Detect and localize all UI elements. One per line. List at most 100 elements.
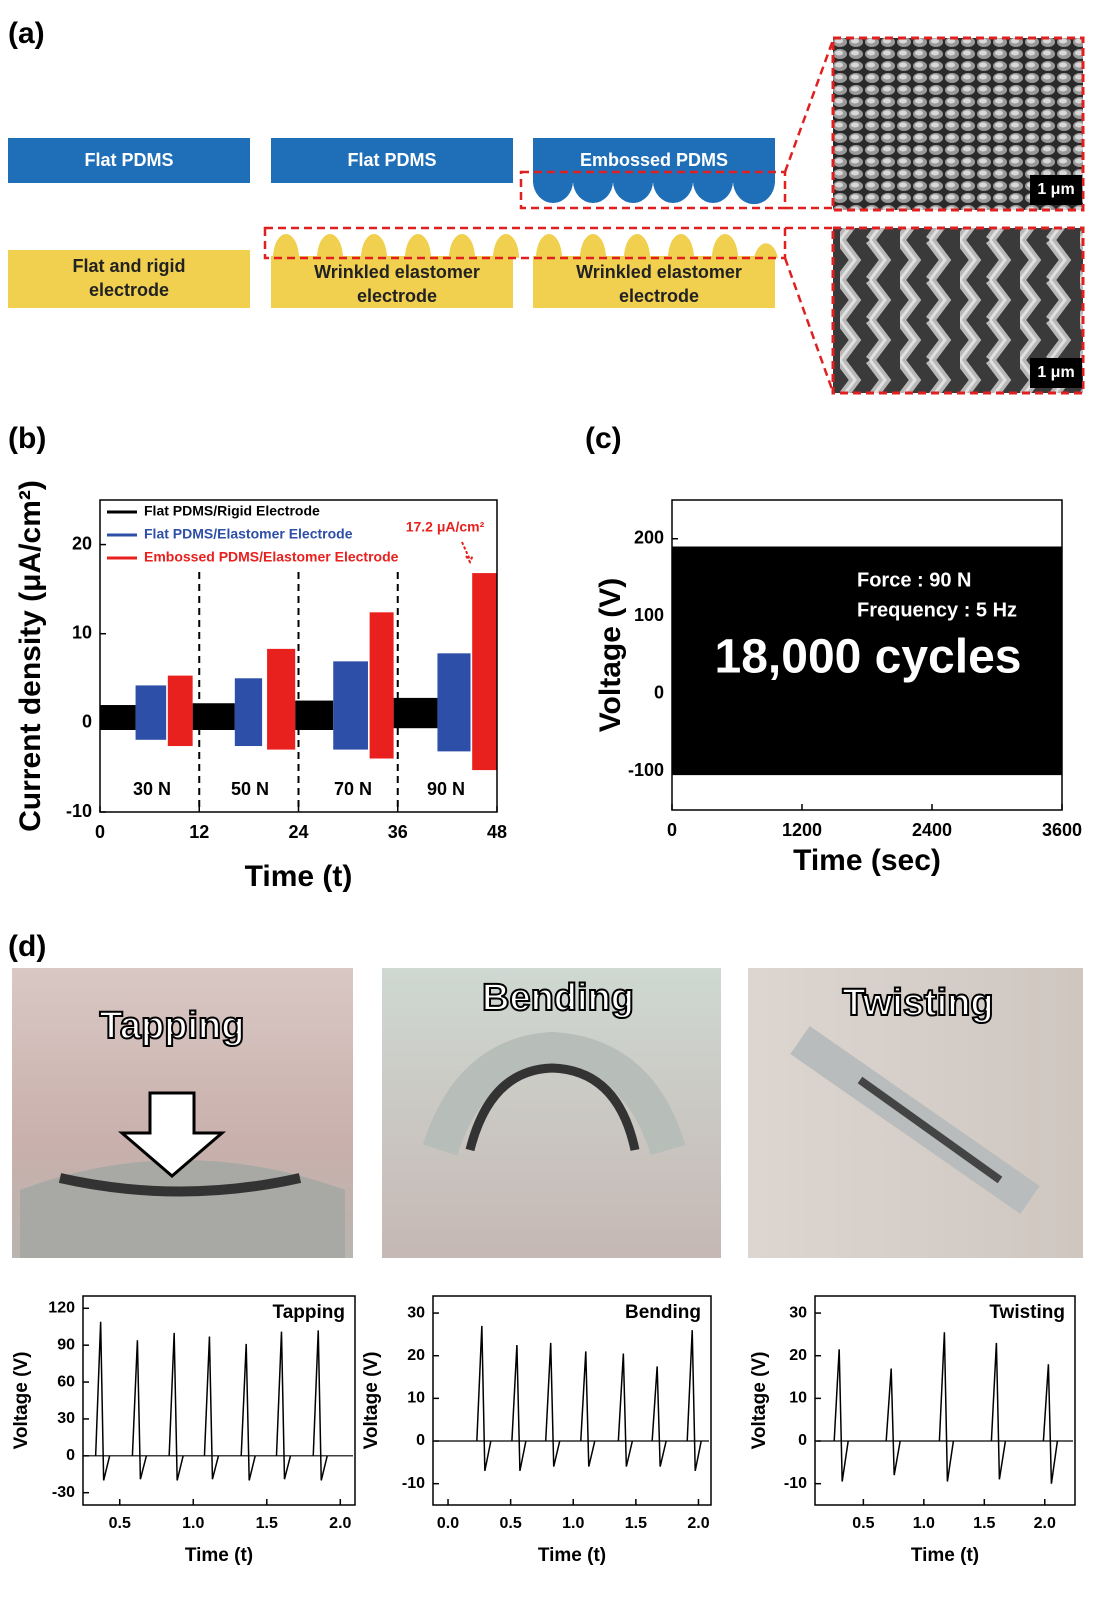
- x-tick-label: 36: [388, 822, 408, 842]
- annotation: 90 N: [427, 779, 465, 799]
- annotation: 70 N: [334, 779, 372, 799]
- panel-label: (a): [8, 17, 45, 50]
- panel-label: (c): [585, 422, 622, 455]
- y-axis-label: Voltage (V): [361, 1352, 382, 1450]
- spike: [939, 1332, 953, 1481]
- spike: [618, 1354, 632, 1467]
- band: [100, 705, 136, 730]
- x-tick-label: 1.0: [913, 1515, 935, 1532]
- x-tick-label: 2.0: [1034, 1515, 1056, 1532]
- legend-label: Flat PDMS/Elastomer Electrode: [144, 526, 353, 542]
- y-tick-label: 0: [798, 1432, 807, 1449]
- figure: (a) (b) (c) (d) Flat PDMS Flat PDMS Embo…: [0, 0, 1110, 1608]
- panel-label: (b): [8, 422, 46, 455]
- y-tick-label: -100: [628, 760, 664, 780]
- y-tick-label: 60: [57, 1373, 75, 1390]
- y-axis-label: Voltage (V): [11, 1352, 32, 1450]
- band: [333, 661, 368, 749]
- callout-lines: [785, 40, 833, 392]
- band: [370, 612, 394, 758]
- y-tick-label: 10: [789, 1390, 807, 1407]
- electrode-label: Flat and rigid: [72, 256, 185, 276]
- electrode-label: electrode: [89, 280, 169, 300]
- y-tick-label: 0: [66, 1447, 75, 1464]
- layer-label: Flat PDMS: [347, 150, 436, 170]
- plot-frame: [815, 1296, 1075, 1505]
- panel-label: (d): [8, 930, 46, 963]
- electrode-label: electrode: [619, 286, 699, 306]
- x-tick-label: 0.5: [109, 1515, 131, 1532]
- x-axis-label: Time (sec): [793, 844, 941, 877]
- spike: [169, 1333, 183, 1481]
- layer-label: Flat PDMS: [84, 150, 173, 170]
- photo-label: Twisting: [842, 982, 993, 1024]
- spike: [313, 1330, 327, 1480]
- x-tick-label: 0: [667, 820, 677, 840]
- y-tick-label: 200: [634, 528, 664, 548]
- annotation-arrow: [462, 542, 473, 562]
- y-tick-label: 30: [789, 1304, 807, 1321]
- y-tick-label: 0: [82, 712, 92, 732]
- chart-label: Bending: [625, 1302, 701, 1323]
- diagram: Flat PDMS Flat PDMS Embossed PDMS Flat a…: [8, 38, 1083, 393]
- x-tick-label: 3600: [1042, 820, 1082, 840]
- y-axis-label: Current density (μA/cm²): [14, 480, 47, 832]
- electrode-label: Wrinkled elastomer: [314, 262, 480, 282]
- callout-box: [265, 228, 785, 258]
- spike: [477, 1326, 491, 1471]
- x-tick-label: 2.0: [329, 1515, 351, 1532]
- y-tick-label: 20: [407, 1347, 425, 1364]
- band: [437, 653, 470, 751]
- x-tick-label: 12: [189, 822, 209, 842]
- spike: [132, 1340, 146, 1479]
- spike: [652, 1366, 666, 1466]
- y-tick-label: 20: [789, 1347, 807, 1364]
- spike: [96, 1322, 110, 1481]
- layer-label: Embossed PDMS: [580, 150, 728, 170]
- legend-label: Embossed PDMS/Elastomer Electrode: [144, 549, 399, 565]
- y-tick-label: 10: [407, 1390, 425, 1407]
- photo-label: Tapping: [100, 1005, 245, 1047]
- y-tick-label: 20: [72, 533, 92, 553]
- band: [136, 685, 167, 739]
- y-tick-label: 120: [48, 1300, 75, 1317]
- y-tick-label: 100: [634, 605, 664, 625]
- band: [394, 698, 438, 728]
- band: [168, 676, 193, 746]
- x-tick-label: 1.5: [256, 1515, 278, 1532]
- y-axis-label: Voltage (V): [749, 1352, 770, 1450]
- y-tick-label: -30: [52, 1484, 75, 1501]
- scale-bar: 1 μm: [1037, 181, 1074, 198]
- y-tick-label: 90: [57, 1336, 75, 1353]
- x-tick-label: 0.0: [437, 1515, 459, 1532]
- y-tick-label: -10: [66, 801, 92, 821]
- x-tick-label: 24: [288, 822, 308, 842]
- x-tick-label: 1.5: [625, 1515, 647, 1532]
- spike: [241, 1344, 255, 1480]
- annotation: 18,000 cycles: [715, 631, 1022, 684]
- annotation: 30 N: [133, 779, 171, 799]
- annotation: Frequency : 5 Hz: [857, 599, 1017, 621]
- annotation: 50 N: [231, 779, 269, 799]
- spike: [991, 1343, 1005, 1479]
- y-axis-label: Voltage (V): [594, 578, 627, 732]
- y-tick-label: -10: [402, 1475, 425, 1492]
- spike: [581, 1351, 595, 1466]
- photo-label: Bending: [482, 977, 634, 1019]
- spike: [546, 1343, 560, 1467]
- spike: [1043, 1364, 1057, 1483]
- x-tick-label: 2.0: [687, 1515, 709, 1532]
- spike: [886, 1369, 900, 1476]
- electrode-label: Wrinkled elastomer: [576, 262, 742, 282]
- wrinkles: [273, 234, 778, 258]
- plot-frame: [83, 1296, 355, 1505]
- spike: [687, 1330, 701, 1471]
- x-axis-label: Time (t): [185, 1545, 253, 1566]
- y-tick-label: 30: [57, 1410, 75, 1427]
- spike: [204, 1337, 218, 1480]
- x-tick-label: 1.0: [562, 1515, 584, 1532]
- y-tick-label: -10: [784, 1475, 807, 1492]
- legend-label: Flat PDMS/Rigid Electrode: [144, 503, 320, 519]
- spike: [512, 1345, 526, 1471]
- chart-label: Twisting: [989, 1302, 1065, 1323]
